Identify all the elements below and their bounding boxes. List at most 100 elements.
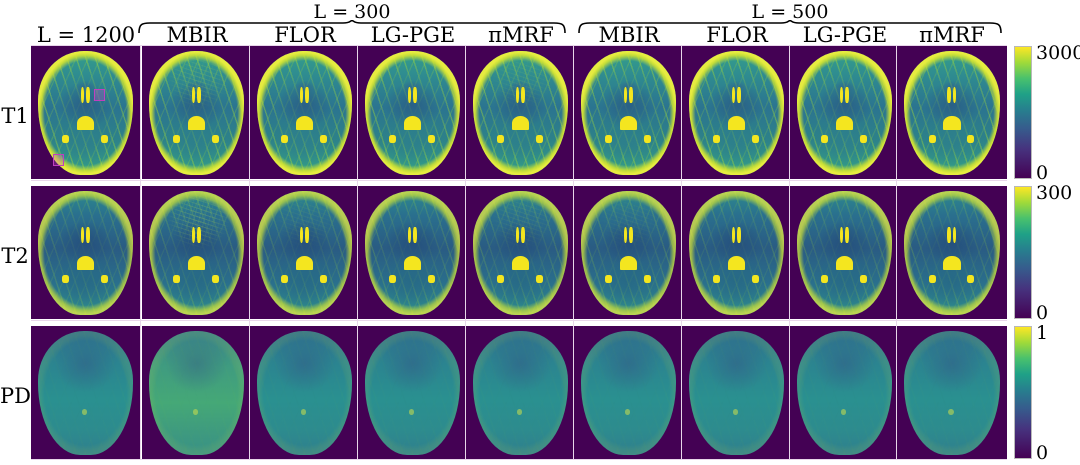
- third-ventricle: [300, 409, 307, 416]
- cortical-rim: [256, 51, 353, 175]
- reconstruction-noise: [256, 191, 353, 315]
- image-panel-t2-l500-flor[interactable]: [682, 186, 791, 319]
- third-ventricle: [840, 409, 847, 416]
- column-header-1: MBIR: [166, 23, 228, 47]
- ventricle-post-left: [928, 275, 936, 283]
- brain-slice-pd: [148, 331, 245, 455]
- image-panel-pd-l500-mbir[interactable]: [574, 326, 683, 459]
- ventricle-post-right: [211, 275, 219, 283]
- image-panel-t1-reference[interactable]: [31, 46, 140, 179]
- row-separator: [31, 320, 1007, 321]
- image-panel-pd-l500-flor[interactable]: [682, 326, 791, 459]
- third-ventricle: [187, 115, 206, 131]
- colorbar-max-label-t2: 300: [1036, 182, 1073, 204]
- cortical-rim: [364, 191, 461, 315]
- panel-separator: [789, 46, 790, 459]
- ventricle-right: [86, 87, 90, 104]
- brain-slice-pd: [796, 331, 893, 455]
- ventricle-post-left: [605, 135, 613, 143]
- cortical-rim: [796, 331, 893, 455]
- brain-slice-pd: [256, 331, 353, 455]
- roi-box-occipital: [52, 153, 64, 167]
- ventricle-post-right: [100, 135, 108, 143]
- colorbar-gradient-t1[interactable]: [1014, 46, 1032, 179]
- ventricle-right: [521, 87, 525, 104]
- image-panel-t2-l300-flor[interactable]: [250, 186, 359, 319]
- ventricle-right: [521, 227, 525, 244]
- ventricle-left: [515, 227, 520, 244]
- image-panel-t1-l300-mbir[interactable]: [142, 46, 251, 179]
- third-ventricle: [727, 115, 746, 131]
- panel-separator: [896, 46, 897, 459]
- ventricle-right: [737, 87, 741, 104]
- ventricle-post-left: [605, 275, 613, 283]
- cortical-rim: [256, 331, 353, 455]
- image-panel-t2-l300-mbir[interactable]: [142, 186, 251, 319]
- image-panel-pd-reference[interactable]: [31, 326, 140, 459]
- ventricle-left: [731, 87, 736, 104]
- image-panel-t1-l300-lgpge[interactable]: [358, 46, 467, 179]
- ventricle-post-left: [928, 135, 936, 143]
- cortical-rim: [148, 51, 245, 175]
- ventricle-left: [623, 227, 628, 244]
- third-ventricle: [727, 255, 746, 271]
- panel-separator: [249, 46, 250, 459]
- image-panel-pd-l300-lgpge[interactable]: [358, 326, 467, 459]
- panel-separator: [140, 46, 141, 459]
- image-panel-t2-reference[interactable]: [31, 186, 140, 319]
- image-panel-t1-l300-flor[interactable]: [250, 46, 359, 179]
- image-panel-pd-l500-lgpge[interactable]: [790, 326, 899, 459]
- brain-slice-pd: [580, 331, 677, 455]
- colorbar-gradient-t2[interactable]: [1014, 186, 1032, 319]
- brain-slice-t2: [364, 191, 461, 315]
- ventricle-post-right: [211, 135, 219, 143]
- image-panel-t2-l500-lgpge[interactable]: [790, 186, 899, 319]
- image-panel-pd-l300-mbir[interactable]: [142, 326, 251, 459]
- ventricle-post-left: [389, 275, 397, 283]
- image-panel-pd-l500-pimrf[interactable]: [897, 326, 1007, 459]
- ventricle-right: [952, 87, 957, 104]
- third-ventricle: [619, 255, 638, 271]
- ventricle-post-right: [535, 275, 543, 283]
- image-panel-t1-l500-flor[interactable]: [682, 46, 791, 179]
- cortical-rim: [256, 191, 353, 315]
- ventricle-right: [197, 87, 201, 104]
- ventricle-left: [191, 87, 196, 104]
- third-ventricle: [81, 409, 88, 416]
- reconstruction-noise: [148, 51, 245, 175]
- ventricle-post-right: [859, 275, 867, 283]
- image-panel-t1-l500-pimrf[interactable]: [897, 46, 1007, 179]
- image-panel-t2-l500-pimrf[interactable]: [897, 186, 1007, 319]
- ventricle-post-right: [427, 135, 435, 143]
- colorbar-gradient-pd[interactable]: [1014, 326, 1032, 459]
- image-panel-t1-l500-lgpge[interactable]: [790, 46, 899, 179]
- image-panel-t2-l300-lgpge[interactable]: [358, 186, 467, 319]
- cortical-rim: [580, 191, 677, 315]
- third-ventricle: [295, 115, 314, 131]
- ventricle-post-right: [643, 275, 651, 283]
- ventricle-post-left: [173, 275, 181, 283]
- image-panel-t2-l300-pimrf[interactable]: [466, 186, 575, 319]
- column-header-2: FLOR: [274, 23, 336, 47]
- image-panel-pd-l300-pimrf[interactable]: [466, 326, 575, 459]
- colorbar-pd: 1 0: [1014, 324, 1080, 463]
- image-panel-pd-l300-flor[interactable]: [250, 326, 359, 459]
- third-ventricle: [516, 409, 523, 416]
- group-label-l500: L = 500: [751, 1, 829, 23]
- ventricle-right: [413, 87, 417, 104]
- group-brace-l500: [578, 20, 1002, 34]
- image-panel-t1-l300-pimrf[interactable]: [466, 46, 575, 179]
- third-ventricle: [624, 409, 631, 416]
- third-ventricle: [835, 255, 854, 271]
- ventricle-left: [407, 87, 412, 104]
- ventricle-left: [80, 87, 85, 104]
- column-header-7: LG-PGE: [802, 23, 888, 47]
- ventricle-left: [191, 227, 196, 244]
- brain-slice-t2: [688, 191, 785, 315]
- image-panel-t1-l500-mbir[interactable]: [574, 46, 683, 179]
- ventricle-post-left: [497, 135, 505, 143]
- column-header-8: πMRF: [919, 23, 985, 47]
- row-separator: [31, 180, 1007, 181]
- image-panel-t2-l500-mbir[interactable]: [574, 186, 683, 319]
